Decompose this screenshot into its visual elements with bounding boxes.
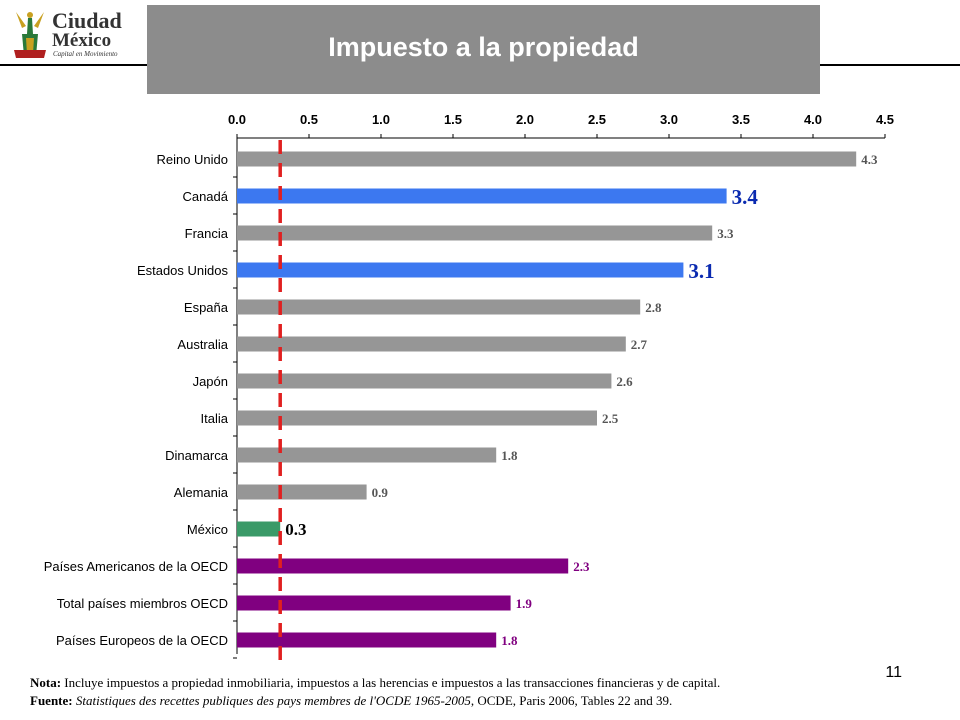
bar bbox=[237, 188, 727, 204]
x-tick-label: 0.0 bbox=[228, 112, 246, 127]
x-tick-label: 1.0 bbox=[372, 112, 390, 127]
x-tick-label: 2.5 bbox=[588, 112, 606, 127]
category-label: Dinamarca bbox=[165, 448, 229, 463]
bar bbox=[237, 151, 857, 167]
value-label: 2.5 bbox=[602, 411, 619, 426]
note-text: Incluye impuestos a propiedad inmobiliar… bbox=[64, 675, 721, 690]
value-label: 2.3 bbox=[573, 559, 590, 574]
source-details: , OCDE, Paris 2006, Tables 22 and 39. bbox=[470, 693, 673, 708]
bar bbox=[237, 595, 511, 611]
x-tick-label: 3.0 bbox=[660, 112, 678, 127]
bar bbox=[237, 447, 497, 463]
footnote: Nota: Incluye impuestos a propiedad inmo… bbox=[30, 674, 930, 710]
bar bbox=[237, 410, 597, 426]
category-label: Australia bbox=[177, 337, 228, 352]
bar bbox=[237, 558, 569, 574]
bar bbox=[237, 484, 367, 500]
value-label: 1.8 bbox=[501, 633, 518, 648]
category-label: Países Americanos de la OECD bbox=[44, 559, 228, 574]
category-label: España bbox=[184, 300, 229, 315]
source-label: Fuente: bbox=[30, 693, 73, 708]
logo-line2: México bbox=[52, 30, 111, 51]
source-title: Statistiques des recettes publiques des … bbox=[75, 693, 471, 708]
logo-tagline: Capital en Movimiento bbox=[53, 50, 118, 58]
category-label: Reino Unido bbox=[156, 152, 228, 167]
bar bbox=[237, 521, 281, 537]
value-label: 1.8 bbox=[501, 448, 518, 463]
bar bbox=[237, 373, 612, 389]
bar-chart: 0.0 0.5 1.0 1.5 2.0 2.5 3.0 3.5 4.0 4.5 Reino Unid… bbox=[44, 112, 894, 662]
x-tick-label: 4.0 bbox=[804, 112, 822, 127]
x-tick-label: 2.0 bbox=[516, 112, 534, 127]
value-label: 3.4 bbox=[732, 185, 759, 209]
value-label: 0.9 bbox=[372, 485, 389, 500]
category-label: Canadá bbox=[182, 189, 228, 204]
slide-title: Impuesto a la propiedad bbox=[147, 5, 820, 94]
category-label: Japón bbox=[193, 374, 228, 389]
source-line: Fuente: Statistiques des recettes publiq… bbox=[30, 692, 930, 710]
category-label: Italia bbox=[201, 411, 229, 426]
x-tick-label: 3.5 bbox=[732, 112, 750, 127]
angel-emblem-icon bbox=[14, 12, 46, 58]
value-label: 2.6 bbox=[616, 374, 633, 389]
value-label: 3.1 bbox=[688, 259, 714, 283]
bar bbox=[237, 299, 641, 315]
bar bbox=[237, 262, 684, 278]
x-tick-label: 4.5 bbox=[876, 112, 894, 127]
bar bbox=[237, 336, 626, 352]
x-tick-label: 1.5 bbox=[444, 112, 462, 127]
note-label: Nota: bbox=[30, 675, 62, 690]
note-line: Nota: Incluye impuestos a propiedad inmo… bbox=[30, 674, 930, 692]
category-label: Total países miembros OECD bbox=[57, 596, 228, 611]
value-label: 2.8 bbox=[645, 300, 662, 315]
page-number: 11 bbox=[885, 664, 902, 681]
logo: Ciudad México Capital en Movimiento bbox=[8, 4, 133, 62]
category-label: México bbox=[187, 522, 228, 537]
value-label: 2.7 bbox=[631, 337, 648, 352]
value-label: 4.3 bbox=[861, 152, 878, 167]
value-label: 1.9 bbox=[516, 596, 533, 611]
logo-line1: Ciudad bbox=[52, 8, 122, 33]
bar bbox=[237, 632, 497, 648]
x-tick-label: 0.5 bbox=[300, 112, 318, 127]
category-label: Alemania bbox=[174, 485, 229, 500]
category-label: Estados Unidos bbox=[137, 263, 229, 278]
category-label: Francia bbox=[185, 226, 229, 241]
bar bbox=[237, 225, 713, 241]
category-label: Países Europeos de la OECD bbox=[56, 633, 228, 648]
value-label: 0.3 bbox=[285, 520, 306, 539]
value-label: 3.3 bbox=[717, 226, 734, 241]
